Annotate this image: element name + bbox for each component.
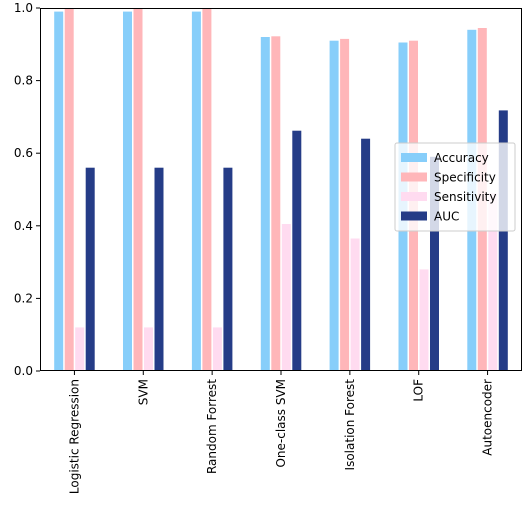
legend-swatch-sensitivity	[401, 192, 427, 201]
x-tick-label: One-class SVM	[274, 379, 288, 468]
y-tick-label: 0.6	[14, 146, 33, 160]
legend-swatch-accuracy	[401, 153, 427, 162]
x-tick-label: LOF	[412, 379, 426, 402]
bar-sensitivity-3	[281, 224, 291, 371]
legend-label-specificity: Specificity	[434, 171, 496, 185]
bar-specificity-2	[202, 8, 212, 371]
bar-auc-0	[85, 167, 95, 371]
legend-label-accuracy: Accuracy	[434, 151, 489, 165]
legend-label-auc: AUC	[434, 210, 459, 224]
bar-auc-1	[154, 167, 164, 371]
bar-specificity-1	[133, 8, 143, 371]
bar-sensitivity-1	[144, 327, 153, 371]
x-tick-label: Logistic Regression	[67, 379, 81, 494]
y-tick-label: 0.4	[14, 219, 33, 233]
bar-accuracy-3	[260, 37, 270, 371]
bar-specificity-3	[271, 36, 281, 372]
y-axis: 0.0 0.2 0.4 0.6 0.8 1.0	[14, 1, 40, 378]
legend-label-sensitivity: Sensitivity	[434, 190, 496, 204]
y-tick-label: 1.0	[14, 1, 33, 15]
bar-auc-3	[292, 130, 302, 371]
x-tick-label: Autoencoder	[481, 379, 495, 456]
x-tick-label: SVM	[136, 379, 150, 405]
bar-sensitivity-2	[212, 327, 222, 371]
bar-specificity-4	[340, 38, 350, 372]
bar-sensitivity-4	[350, 238, 360, 371]
x-axis: Logistic Regression SVM Random Forrest One-…	[67, 371, 495, 494]
bar-sensitivity-5	[419, 269, 429, 371]
legend-box	[394, 142, 516, 232]
y-tick-label: 0.2	[14, 291, 33, 305]
bar-auc-4	[361, 138, 371, 371]
x-tick-label: Random Forrest	[205, 379, 219, 474]
plot-area-frame	[40, 8, 522, 371]
bar-sensitivity-0	[75, 327, 85, 371]
bar-accuracy-2	[191, 11, 201, 371]
bar-sensitivity-6	[488, 193, 498, 371]
bar-auc-2	[223, 167, 233, 371]
x-tick-label: Isolation Forest	[343, 379, 357, 471]
y-tick-label: 0.0	[14, 364, 33, 378]
y-tick-label: 0.8	[14, 74, 33, 88]
bar-specificity-0	[64, 8, 74, 371]
legend-swatch-auc	[401, 211, 427, 221]
bar-accuracy-0	[54, 11, 64, 371]
bar-accuracy-4	[329, 40, 339, 371]
bar-auc-5	[430, 156, 439, 371]
bar-accuracy-1	[123, 11, 132, 371]
legend-swatch-specificity	[401, 172, 427, 182]
bar-auc-6	[498, 110, 508, 372]
legend: Accuracy Specificity Sensitivity AUC	[394, 142, 516, 232]
